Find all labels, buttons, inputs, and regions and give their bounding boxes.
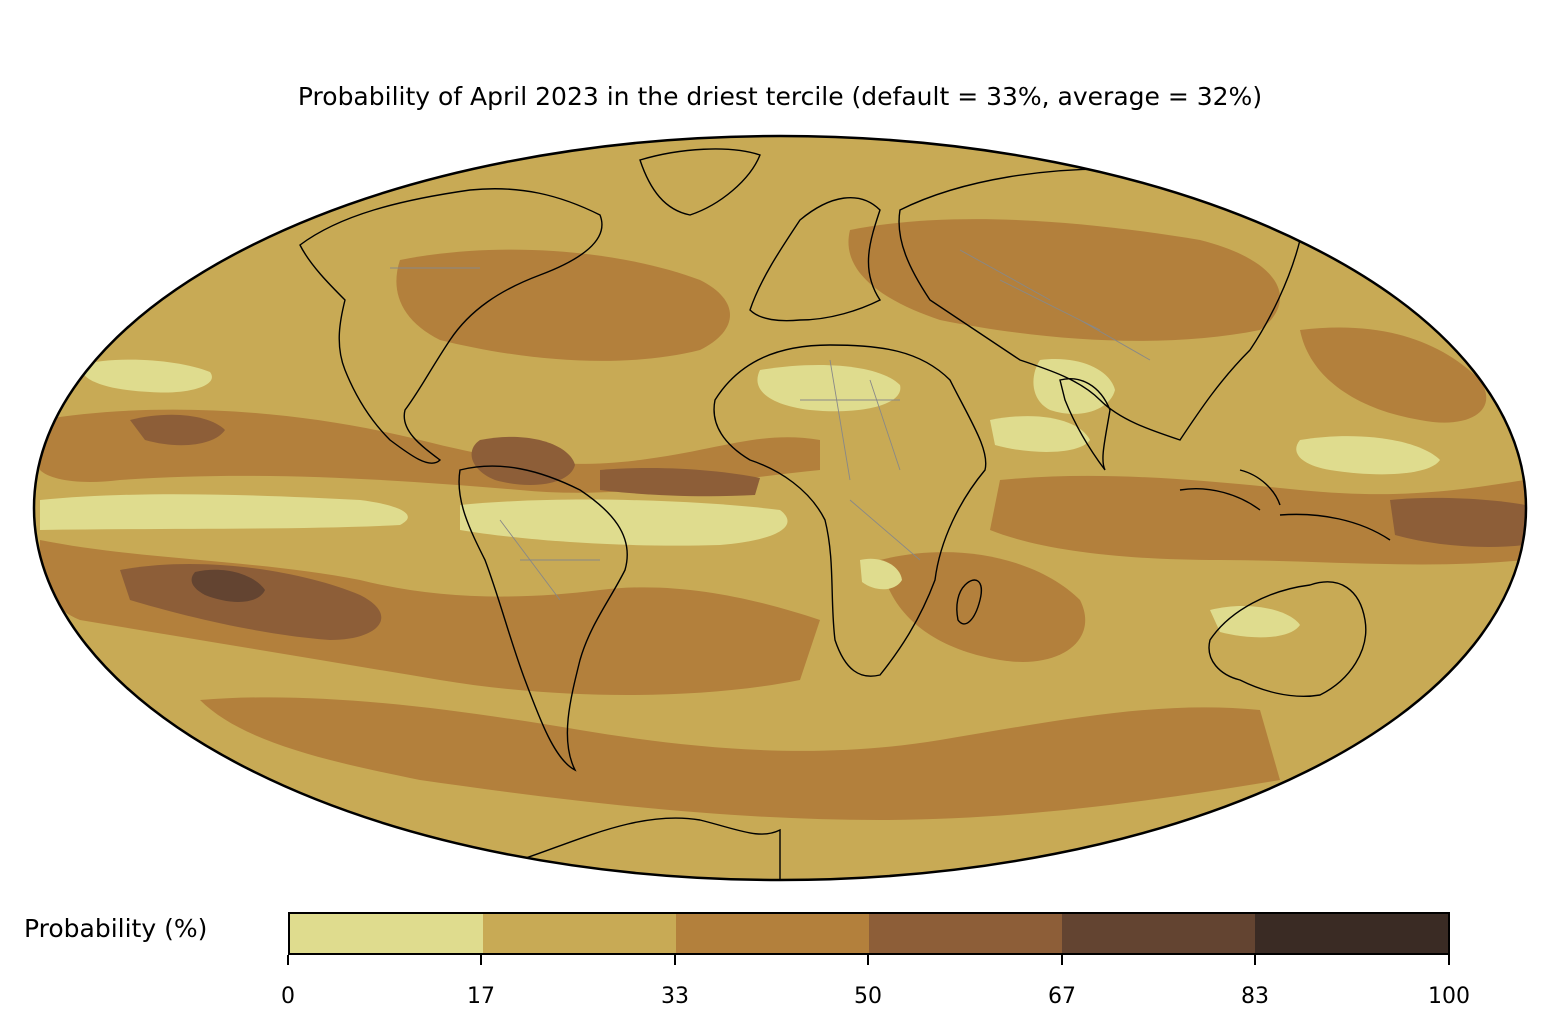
colorbar-bin-83-100 xyxy=(1255,914,1448,953)
bin-67-83-regions xyxy=(191,569,265,602)
south-america-coast xyxy=(458,465,628,772)
europe-coast xyxy=(749,196,882,322)
australia-coast xyxy=(1208,581,1367,698)
southeast-asia-islands xyxy=(1179,469,1391,541)
madagascar-coast xyxy=(956,579,982,625)
bin-50-67-regions xyxy=(120,414,1525,640)
country-borders xyxy=(390,249,1151,601)
colorbar-bin-0-17 xyxy=(290,914,483,953)
colorbar-tick-50 xyxy=(867,955,869,965)
colorbar-ticklabel-100: 100 xyxy=(1428,984,1470,1009)
colorbar-label: Probability (%) xyxy=(24,914,208,943)
colorbar-ticklabel-83: 83 xyxy=(1241,984,1269,1009)
probability-field xyxy=(34,136,1526,880)
colorbar-ticklabel-67: 67 xyxy=(1048,984,1076,1009)
map-title: Probability of April 2023 in the driest … xyxy=(297,82,1263,111)
bin-33-50-regions xyxy=(40,219,1525,820)
colorbar-ticklabel-17: 17 xyxy=(467,984,495,1009)
colorbar-tick-100 xyxy=(1448,955,1450,965)
colorbar-bin-17-33 xyxy=(483,914,676,953)
india-coast xyxy=(1059,378,1111,471)
colorbar-tick-33 xyxy=(674,955,676,965)
coastlines xyxy=(299,148,1391,880)
colorbar-tick-67 xyxy=(1061,955,1063,965)
colorbar-bin-50-67 xyxy=(869,914,1062,953)
antarctica-coast xyxy=(519,817,781,880)
colorbar-tick-0 xyxy=(287,955,289,965)
north-america-coast xyxy=(299,188,603,464)
colorbar-bin-33-50 xyxy=(676,914,869,953)
africa-coast xyxy=(713,344,987,677)
colorbar-tick-83 xyxy=(1254,955,1256,965)
colorbar-ticklabel-0: 0 xyxy=(281,984,295,1009)
colorbar-bin-67-83 xyxy=(1062,914,1255,953)
colorbar-tick-17 xyxy=(480,955,482,965)
colorbar xyxy=(288,912,1450,955)
globe-outline xyxy=(32,134,1528,882)
colorbar-ticklabel-33: 33 xyxy=(661,984,689,1009)
greenland-coast xyxy=(639,148,761,216)
probability-map xyxy=(32,134,1528,882)
colorbar-ticklabel-50: 50 xyxy=(854,984,882,1009)
